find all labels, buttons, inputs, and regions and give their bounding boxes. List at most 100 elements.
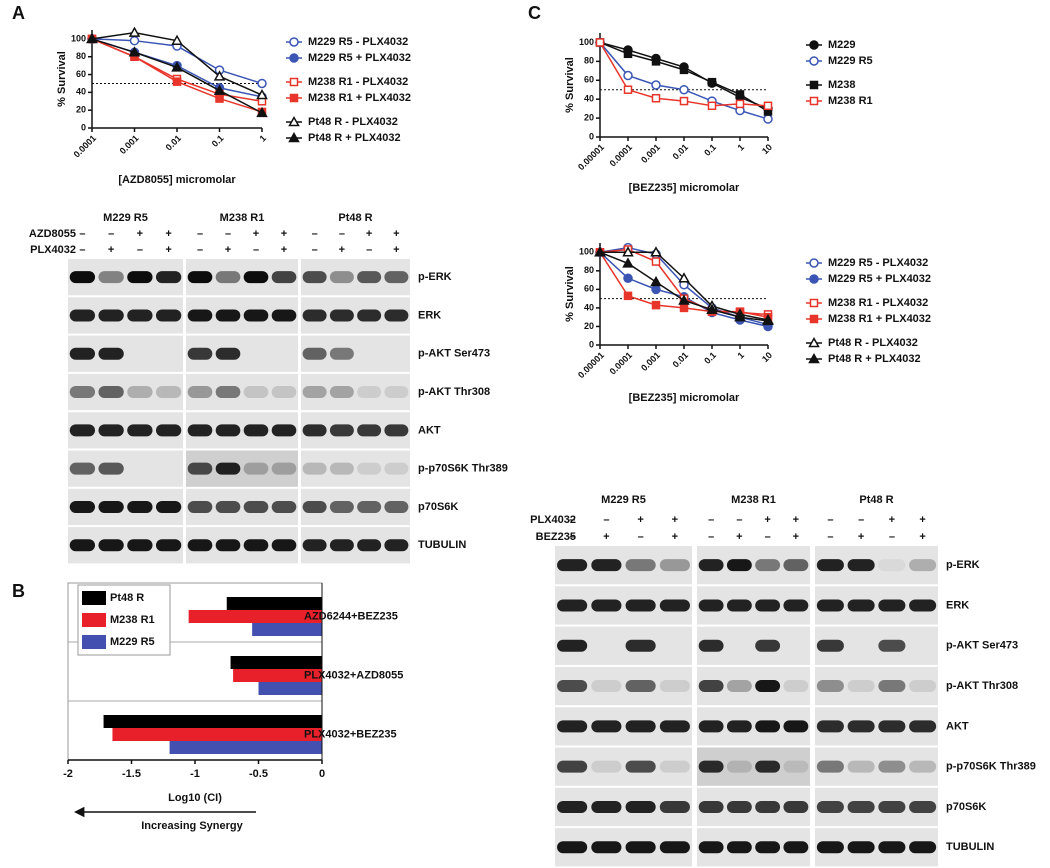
blot-band (878, 841, 906, 854)
blot-band (698, 841, 724, 854)
treatment-sign: + (603, 531, 609, 543)
blot-band (329, 271, 354, 284)
treatment-sign: + (672, 514, 678, 526)
blot-band (878, 599, 906, 612)
blot-band (215, 309, 241, 322)
blot-band (155, 424, 182, 437)
blot-band (847, 599, 875, 612)
blot-band (755, 760, 781, 773)
blot-band (726, 760, 752, 773)
band-label: p-AKT Thr308 (946, 680, 1018, 692)
blot-band (659, 599, 690, 612)
blot-band (98, 309, 124, 322)
band-label: ERK (418, 309, 441, 321)
treatment-label: AZD8055 (29, 228, 76, 240)
treatment-label: PLX4032 (30, 244, 76, 256)
data-point (172, 77, 182, 86)
panel-label: A (12, 3, 25, 23)
legend-marker (288, 115, 300, 127)
x-tick-label: 0.0001 (608, 142, 635, 169)
x-tick-label: 0.01 (164, 133, 183, 152)
legend-marker (809, 96, 819, 106)
blot-band (155, 309, 182, 322)
y-tick-label: 100 (579, 37, 594, 47)
treatment-sign: + (393, 228, 399, 240)
blot-band (187, 539, 213, 552)
blot-band (625, 559, 656, 572)
blot-band (69, 309, 96, 322)
legend-label: M229 R5 - PLX4032 (828, 257, 928, 269)
blot-band (816, 599, 844, 612)
legend-label: M229 (828, 39, 856, 51)
blot-band (783, 760, 809, 773)
bar (169, 741, 322, 754)
blot-band (698, 559, 724, 572)
blot-band (909, 559, 937, 572)
blot-band (816, 800, 844, 813)
blot-band (878, 800, 906, 813)
blot-band (98, 539, 124, 552)
blot-band (557, 760, 588, 773)
blot-band (271, 462, 297, 475)
blot-band (909, 720, 937, 733)
x-tick-label: 10 (760, 350, 774, 364)
band-label: p70S6K (418, 501, 458, 513)
y-tick-label: 40 (584, 94, 594, 104)
blot-band (127, 539, 153, 552)
blot-band (726, 720, 752, 733)
data-point (763, 114, 773, 124)
blot-band (591, 800, 622, 813)
cell-line-label: M229 R5 (103, 212, 148, 224)
y-axis-label: % Survival (564, 266, 576, 322)
data-point (707, 77, 717, 87)
data-point (651, 57, 661, 66)
x-tick-label: -2 (63, 768, 73, 780)
blot-band (271, 309, 297, 322)
data-point (622, 246, 634, 257)
blot-band (726, 680, 752, 693)
legend-label: M238 R1 (110, 614, 155, 626)
y-tick-label: 80 (584, 265, 594, 275)
blot-band (909, 680, 937, 693)
treatment-label: PLX4032 (530, 514, 576, 526)
blot-band (357, 424, 382, 437)
legend-label: M229 R5 - PLX4032 (308, 36, 408, 48)
blot-band (698, 760, 724, 773)
band-label: p-ERK (418, 271, 452, 283)
treatment-sign: + (393, 244, 399, 256)
treatment-sign: – (827, 514, 833, 526)
bar (188, 610, 322, 623)
blot-band (755, 559, 781, 572)
blot-band (302, 309, 327, 322)
data-point (256, 106, 268, 118)
category-label: PLX4032+AZD8055 (304, 669, 403, 681)
treatment-sign: + (764, 514, 770, 526)
data-point (735, 99, 745, 109)
y-tick-label: 20 (584, 112, 594, 122)
y-tick-label: 60 (76, 69, 86, 79)
treatment-sign: + (225, 244, 231, 256)
panel-label: C (528, 3, 541, 23)
blot-band (591, 680, 622, 693)
blot-band (384, 386, 409, 399)
blot-band (591, 720, 622, 733)
treatment-sign: – (603, 514, 609, 526)
blot-band (816, 680, 844, 693)
blot-band (625, 639, 656, 652)
blot-band (187, 347, 213, 360)
legend-label: M229 R5 (110, 636, 155, 648)
blot-band (698, 639, 724, 652)
cell-line-label: Pt48 R (859, 494, 893, 506)
treatment-sign: – (638, 531, 644, 543)
treatment-sign: + (919, 514, 925, 526)
blot-band (187, 424, 213, 437)
legend-marker (808, 336, 820, 348)
blot-band (783, 599, 809, 612)
blot-band (215, 347, 241, 360)
blot-panel (301, 373, 410, 411)
data-point (734, 311, 746, 322)
blot-band (384, 462, 409, 475)
y-tick-label: 100 (579, 247, 594, 257)
treatment-sign: + (736, 531, 742, 543)
blot-band (659, 680, 690, 693)
